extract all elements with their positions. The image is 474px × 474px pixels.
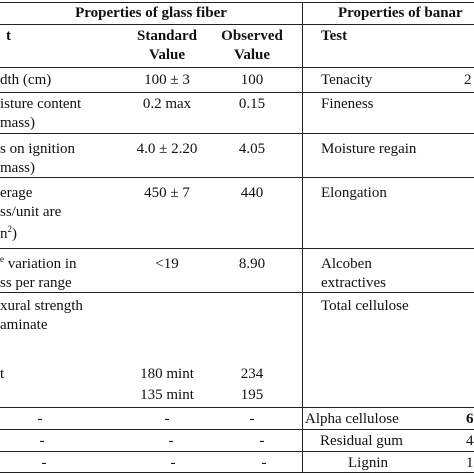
row4-banana-test: Elongation bbox=[321, 185, 387, 201]
row7-standard-dash: - bbox=[164, 411, 170, 427]
rule-top bbox=[0, 2, 474, 3]
rule-row-5 bbox=[0, 292, 474, 293]
rule-bottom bbox=[0, 472, 474, 473]
standard-value-header-line2: Value bbox=[148, 47, 186, 63]
row3-banana-test: Moisture regain bbox=[321, 141, 417, 157]
glass-fiber-group-header: Properties of glass fiber bbox=[75, 5, 227, 21]
row7-test-dash: - bbox=[37, 411, 43, 427]
row1-standard: 100 ± 3 bbox=[144, 72, 190, 88]
row4-test-line2: ss/unit are bbox=[0, 204, 62, 220]
rule-group-divider bbox=[302, 2, 303, 472]
row3-test-line2: mass) bbox=[0, 160, 35, 176]
row6-observed-line1: 234 bbox=[240, 366, 264, 382]
rule-row-8 bbox=[0, 451, 474, 452]
row6-banana-test: Total cellulose bbox=[321, 298, 409, 314]
row6-test-line2: aminate bbox=[0, 317, 48, 333]
row9-banana-value: 1 bbox=[466, 455, 474, 471]
row4-standard: 450 ± 7 bbox=[144, 185, 190, 201]
row5-test-line2: ss per range bbox=[0, 275, 72, 291]
row6-standard-line1: 180 mint bbox=[140, 366, 194, 382]
row5-banana-test-line2: extractives bbox=[321, 275, 386, 291]
row4-observed: 440 bbox=[240, 185, 264, 201]
row8-banana-value: 4 bbox=[466, 433, 474, 449]
row8-observed-dash: - bbox=[259, 433, 265, 449]
row5-banana-test-line1: Alcoben bbox=[321, 256, 372, 272]
row3-test-line1: s on ignition bbox=[0, 141, 76, 157]
row7-banana-test: Alpha cellulose bbox=[305, 411, 399, 427]
banana-test-column-header: Test bbox=[321, 28, 348, 44]
row4-test-line1: erage bbox=[0, 185, 33, 201]
row5-test-line1: e variation in bbox=[0, 254, 77, 273]
row9-banana-test: Lignin bbox=[348, 455, 388, 471]
rule-row-4 bbox=[0, 248, 474, 249]
row3-observed: 4.05 bbox=[238, 141, 266, 157]
row1-test: dth (cm) bbox=[0, 72, 52, 88]
rule-row-3 bbox=[0, 177, 474, 178]
row1-banana-value: 2 bbox=[464, 72, 472, 88]
row1-banana-test: Tenacity bbox=[321, 72, 373, 88]
row7-observed-dash: - bbox=[249, 411, 255, 427]
rule-header-bottom bbox=[0, 67, 474, 68]
row2-test-line2: mass) bbox=[0, 115, 35, 131]
row6-test-line1: xural strength bbox=[0, 298, 83, 314]
test-column-header: t bbox=[6, 28, 11, 44]
row5-standard: <19 bbox=[155, 256, 179, 272]
row8-standard-dash: - bbox=[168, 433, 174, 449]
observed-value-header-line2: Value bbox=[233, 47, 271, 63]
row2-test-line1: isture content bbox=[0, 96, 82, 112]
row6-observed-line2: 195 bbox=[240, 387, 264, 403]
row2-banana-test: Fineness bbox=[321, 96, 374, 112]
row3-standard: 4.0 ± 2.20 bbox=[136, 141, 198, 157]
rule-row-7 bbox=[0, 429, 474, 430]
row9-standard-dash: - bbox=[170, 455, 176, 471]
row6-test-line3: t bbox=[0, 366, 5, 382]
row2-standard: 0.2 max bbox=[142, 96, 192, 112]
banana-fiber-group-header: Properties of banar bbox=[338, 5, 463, 21]
observed-value-header-line1: Observed bbox=[221, 28, 283, 44]
row8-test-dash: - bbox=[39, 433, 45, 449]
row1-observed: 100 bbox=[240, 72, 264, 88]
rule-row-2 bbox=[0, 133, 474, 134]
standard-value-header-line1: Standard bbox=[136, 28, 198, 44]
row6-standard-line2: 135 mint bbox=[140, 387, 194, 403]
row9-test-dash: - bbox=[41, 455, 47, 471]
rule-header-group bbox=[0, 24, 474, 25]
row9-observed-dash: - bbox=[261, 455, 267, 471]
rule-row-1 bbox=[0, 92, 474, 93]
row7-banana-value: 6 bbox=[466, 411, 474, 427]
row4-test-line3: n2) bbox=[0, 224, 17, 243]
row8-banana-test: Residual gum bbox=[320, 433, 403, 449]
row2-observed: 0.15 bbox=[238, 96, 266, 112]
row5-observed: 8.90 bbox=[238, 256, 266, 272]
rule-row-6 bbox=[0, 407, 474, 408]
